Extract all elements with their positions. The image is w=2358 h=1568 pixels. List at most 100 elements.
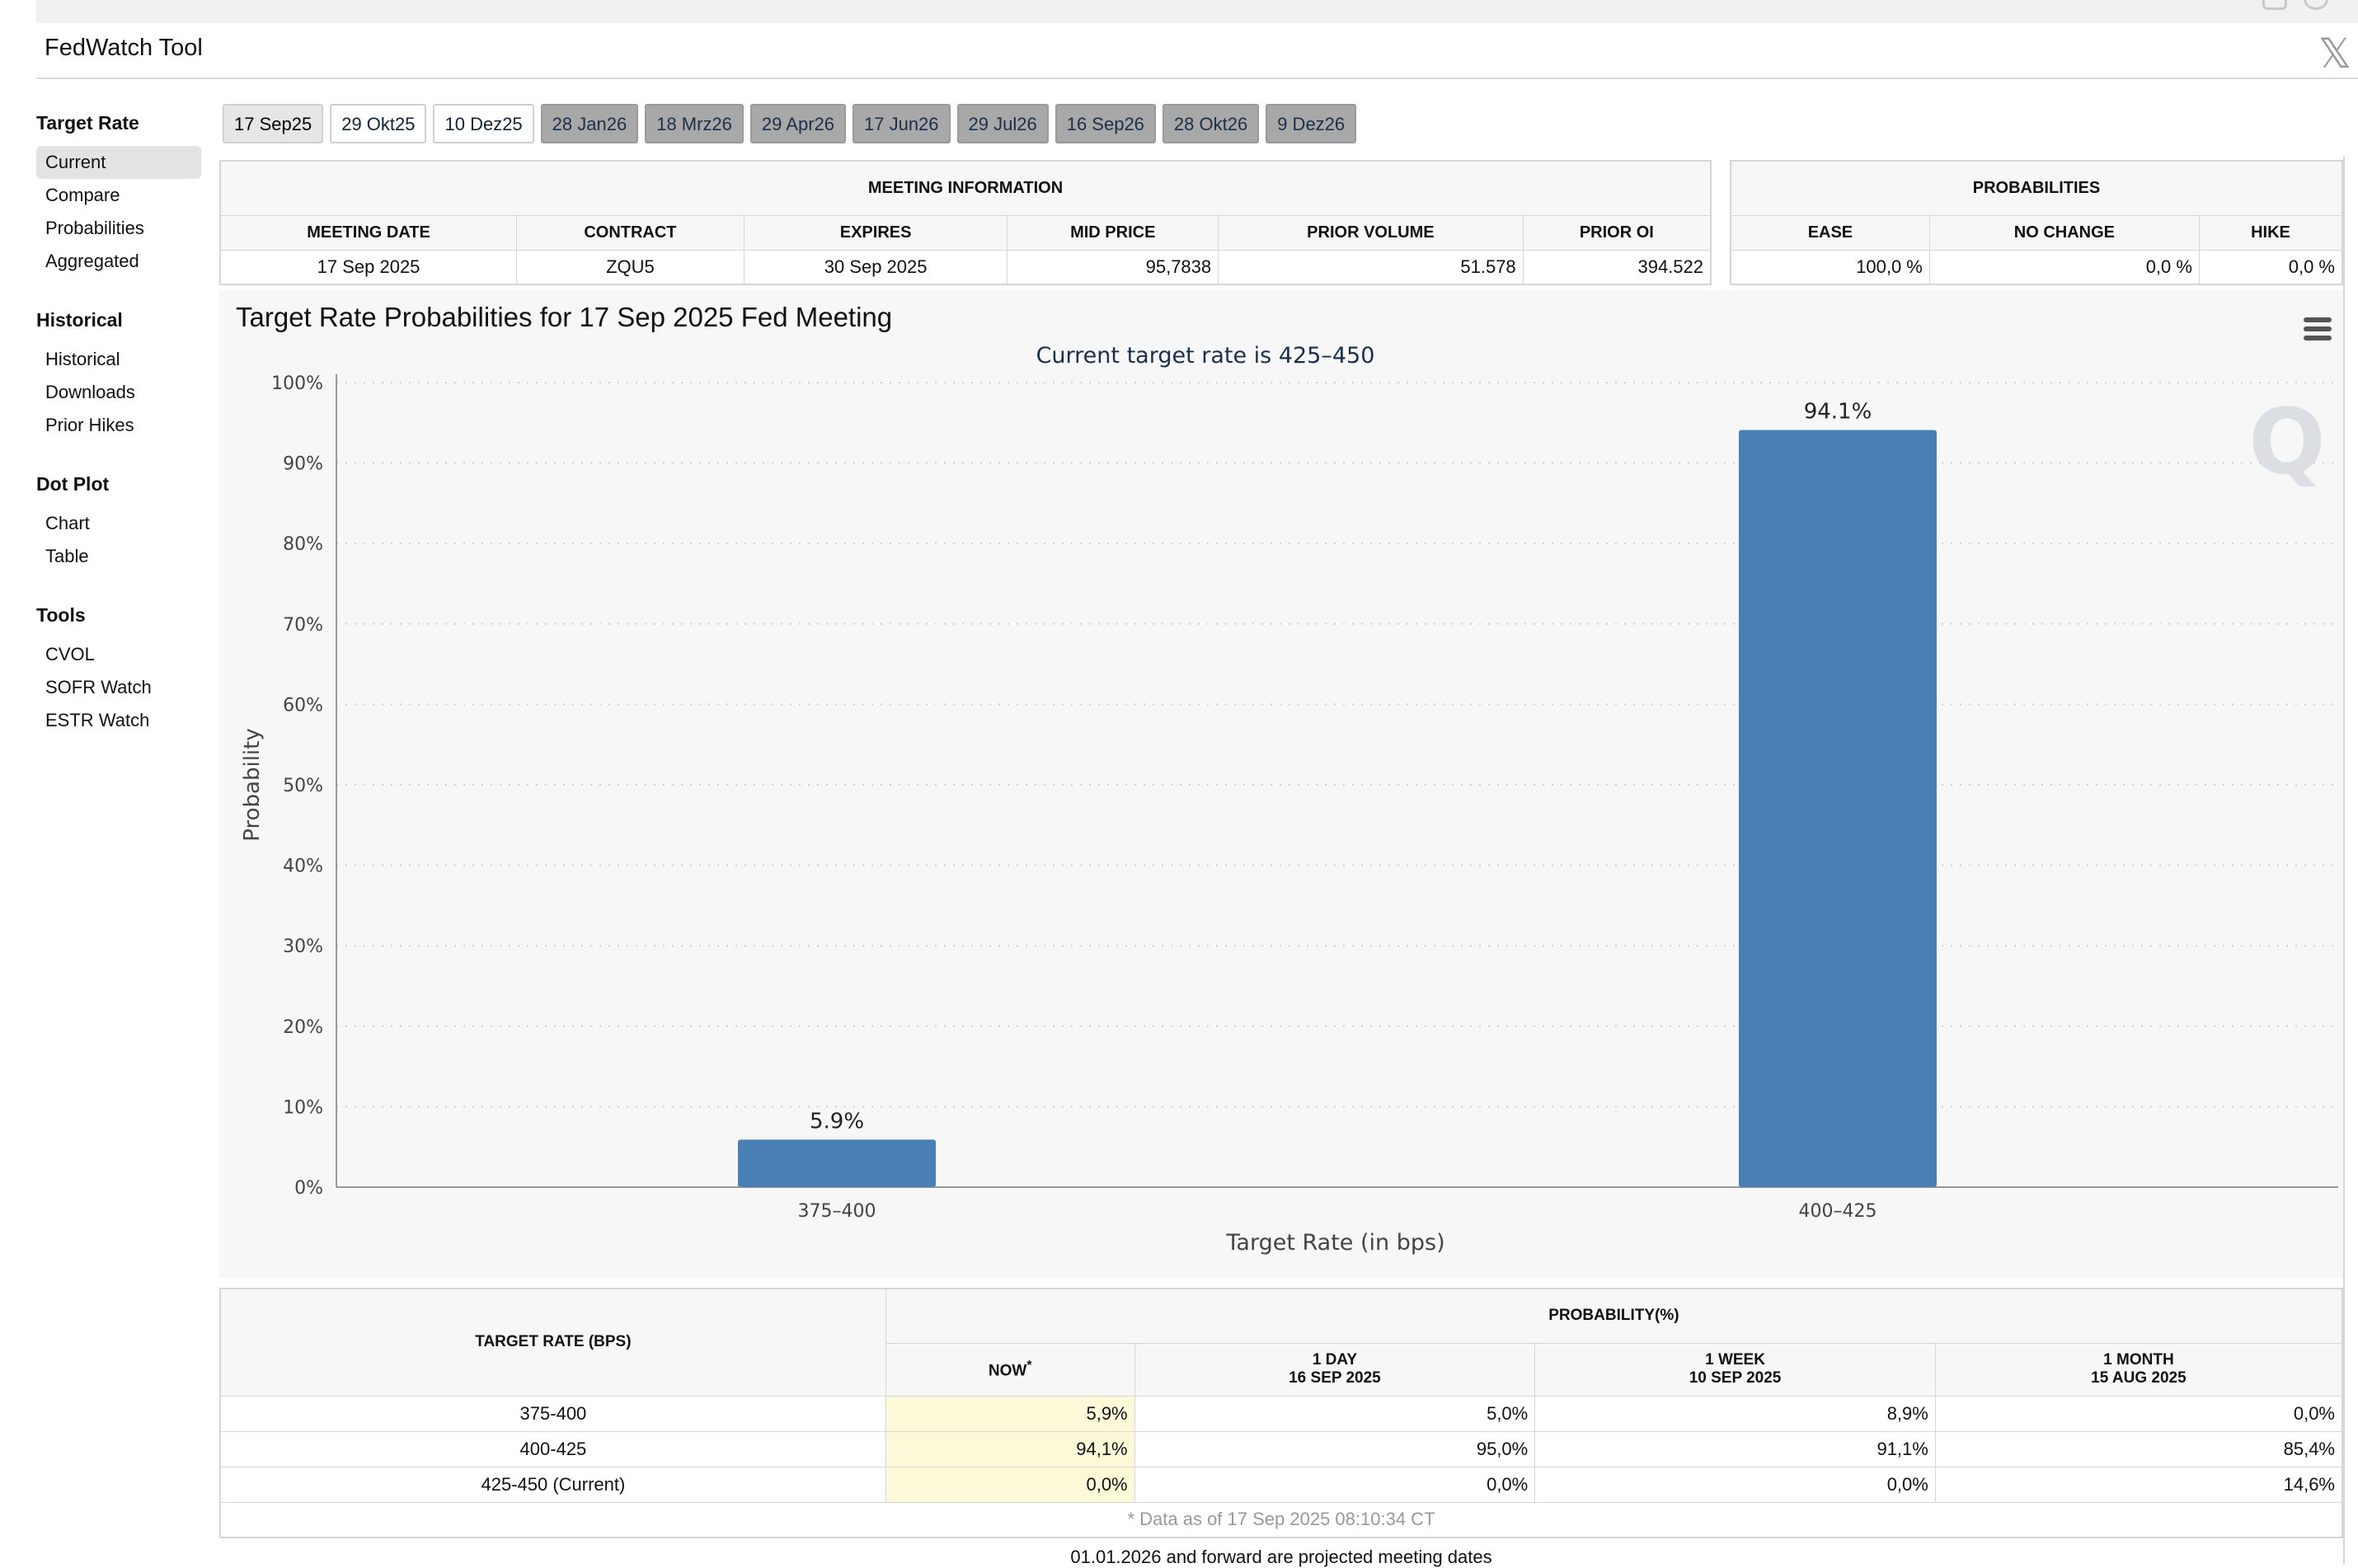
sidebar-item-chart[interactable]: Chart xyxy=(45,513,90,533)
tab-meeting-date[interactable]: 29 Apr26 xyxy=(749,104,846,143)
probabilities-table: PROBABILITIES EASE NO CHANGE HIKE 100,0 % 0… xyxy=(1730,160,2343,285)
y-tick-label: 50% xyxy=(283,776,323,796)
print-icon[interactable] xyxy=(2262,0,2287,10)
probability-cell: 14,6% xyxy=(1934,1466,2343,1503)
sidebar-section-heading: Target Rate xyxy=(36,112,139,134)
y-tick-label: 20% xyxy=(283,1017,323,1038)
prob-col-period: 1 WEEK xyxy=(1705,1351,1765,1368)
bar-400-425[interactable] xyxy=(1739,430,1937,1187)
probability-cell: 0,0% xyxy=(1934,1395,2343,1432)
meeting-info-col-header: PRIOR OI xyxy=(1522,214,1712,251)
meeting-info-col-header: CONTRACT xyxy=(516,214,745,251)
sidebar-item-estr-watch[interactable]: ESTR Watch xyxy=(45,710,150,730)
tab-meeting-date[interactable]: 10 Dez25 xyxy=(433,104,534,143)
y-tick-label: 0% xyxy=(294,1178,323,1199)
x-logo-icon[interactable]: 𝕏 xyxy=(2318,30,2351,77)
tab-meeting-date[interactable]: 28 Jan26 xyxy=(540,104,639,143)
meeting-info-col-header: PRIOR VOLUME xyxy=(1218,214,1524,251)
meeting-info-value: ZQU5 xyxy=(516,249,745,285)
probability-cell: 95,0% xyxy=(1134,1430,1536,1467)
tab-meeting-date[interactable]: 29 Okt25 xyxy=(330,104,427,143)
refresh-icon[interactable] xyxy=(2304,0,2328,10)
tab-meeting-date[interactable]: 16 Sep26 xyxy=(1055,104,1156,143)
tab-meeting-date[interactable]: 18 Mrz26 xyxy=(645,104,744,143)
y-tick-label: 30% xyxy=(283,937,323,957)
watermark-logo: Q xyxy=(2248,389,2326,495)
tab-meeting-date[interactable]: 29 Jul26 xyxy=(956,104,1049,143)
target-rate-cell: 400-425 xyxy=(219,1430,886,1467)
bar-data-label: 94.1% xyxy=(1804,400,1872,425)
y-tick-label: 90% xyxy=(283,454,323,475)
probability-value: 0,0 % xyxy=(1928,249,2200,285)
table-row: 425-450 (Current) 0,0% 0,0% 0,0% 14,6% xyxy=(219,1466,2343,1503)
meeting-info-value: 95,7838 xyxy=(1007,249,1219,285)
top-strip xyxy=(36,0,2358,23)
sidebar-section-heading: Dot Plot xyxy=(36,473,110,495)
probability-cell: 94,1% xyxy=(885,1430,1135,1467)
x-axis-label: Target Rate (in bps) xyxy=(1225,1230,1444,1256)
prob-col-date: 10 SEP 2025 xyxy=(1689,1369,1782,1387)
prob-col-period: 1 DAY xyxy=(1312,1351,1358,1368)
probability-col-header: EASE xyxy=(1730,214,1930,251)
meeting-info-col-header: MID PRICE xyxy=(1007,214,1219,251)
prob-col-header: NOW* xyxy=(885,1342,1135,1397)
bar-375-400[interactable] xyxy=(738,1139,936,1187)
y-tick-label: 40% xyxy=(283,857,323,877)
sidebar-item-compare[interactable]: Compare xyxy=(45,185,120,205)
probability-cell: 0,0% xyxy=(885,1466,1135,1503)
sidebar-section-heading: Historical xyxy=(36,309,123,331)
chart-panel: Target Rate Probabilities for 17 Sep 202… xyxy=(219,290,2343,1278)
probability-value: 0,0 % xyxy=(2198,249,2343,285)
probability-cell: 0,0% xyxy=(1534,1466,1936,1503)
prob-col-header: 1 WEEK 10 SEP 2025 xyxy=(1534,1342,1936,1397)
probability-cell: 91,1% xyxy=(1534,1430,1936,1467)
probability-cell: 0,0% xyxy=(1134,1466,1536,1503)
sidebar-item-prior-hikes[interactable]: Prior Hikes xyxy=(45,415,134,435)
chart-menu-icon[interactable] xyxy=(2304,313,2332,345)
bar-data-label: 5.9% xyxy=(810,1109,864,1134)
sidebar-item-aggregated[interactable]: Aggregated xyxy=(45,251,139,271)
prob-header: PROBABILITY(%) xyxy=(885,1288,2343,1344)
y-tick-label: 10% xyxy=(283,1097,323,1118)
sidebar-item-downloads[interactable]: Downloads xyxy=(45,382,135,402)
prob-col-header: 1 MONTH 15 AUG 2025 xyxy=(1934,1342,2343,1397)
sidebar-item-current[interactable]: Current xyxy=(36,146,201,179)
prob-col-header: 1 DAY 16 SEP 2025 xyxy=(1134,1342,1536,1397)
meeting-info-table: MEETING INFORMATION MEETING DATE CONTRACT… xyxy=(219,160,1712,285)
chart-subtitle: Current target rate is 425–450 xyxy=(1036,343,1375,369)
tab-meeting-date[interactable]: 28 Okt26 xyxy=(1162,104,1260,143)
chart-title: Target Rate Probabilities for 17 Sep 202… xyxy=(236,302,893,332)
x-tick-label: 375–400 xyxy=(798,1201,876,1222)
tab-meeting-date[interactable]: 17 Jun26 xyxy=(853,104,951,143)
sidebar-section-heading: Tools xyxy=(36,604,86,626)
meeting-info-title: MEETING INFORMATION xyxy=(219,160,1712,216)
sidebar-item-cvol[interactable]: CVOL xyxy=(45,644,95,664)
table-row: 400-425 94,1% 95,0% 91,1% 85,4% xyxy=(219,1430,2343,1467)
probability-cell: 5,0% xyxy=(1134,1395,1536,1432)
tab-meeting-date[interactable]: 17 Sep25 xyxy=(223,104,324,143)
sidebar-item-sofr-watch[interactable]: SOFR Watch xyxy=(45,677,152,697)
sidebar-item-probabilities[interactable]: Probabilities xyxy=(45,218,144,238)
y-tick-label: 70% xyxy=(283,615,323,636)
meeting-info-value: 17 Sep 2025 xyxy=(219,249,518,285)
sidebar-item-table[interactable]: Table xyxy=(45,546,89,566)
x-tick-label: 400–425 xyxy=(1799,1201,1877,1222)
window-title: FedWatch Tool xyxy=(45,35,203,61)
prob-col-period: 1 MONTH xyxy=(2103,1351,2174,1368)
probability-col-header: HIKE xyxy=(2198,214,2343,251)
y-axis-label: Probability xyxy=(240,728,265,841)
data-timestamp-note: * Data as of 17 Sep 2025 08:10:34 CT xyxy=(219,1501,2343,1538)
y-tick-label: 60% xyxy=(283,695,323,716)
prob-col-date: 16 SEP 2025 xyxy=(1289,1369,1381,1387)
meeting-date-tabs: 17 Sep25 29 Okt25 10 Dez25 28 Jan26 18 Mrz26… xyxy=(223,104,1357,143)
probability-cell: 8,9% xyxy=(1534,1395,1936,1432)
bar-chart: Current target rate is 425–450 0% 10% 20% 30… xyxy=(240,343,2338,1256)
probability-value: 100,0 % xyxy=(1730,249,1930,285)
tab-meeting-date[interactable]: 9 Dez26 xyxy=(1266,104,1357,143)
asterisk-marker: * xyxy=(1026,1358,1032,1373)
prob-col-period: NOW xyxy=(988,1362,1027,1380)
meeting-info-col-header: EXPIRES xyxy=(743,214,1008,251)
y-tick-label: 80% xyxy=(283,534,323,555)
right-scroll-edge xyxy=(2343,157,2358,1565)
sidebar-item-historical[interactable]: Historical xyxy=(45,349,120,369)
